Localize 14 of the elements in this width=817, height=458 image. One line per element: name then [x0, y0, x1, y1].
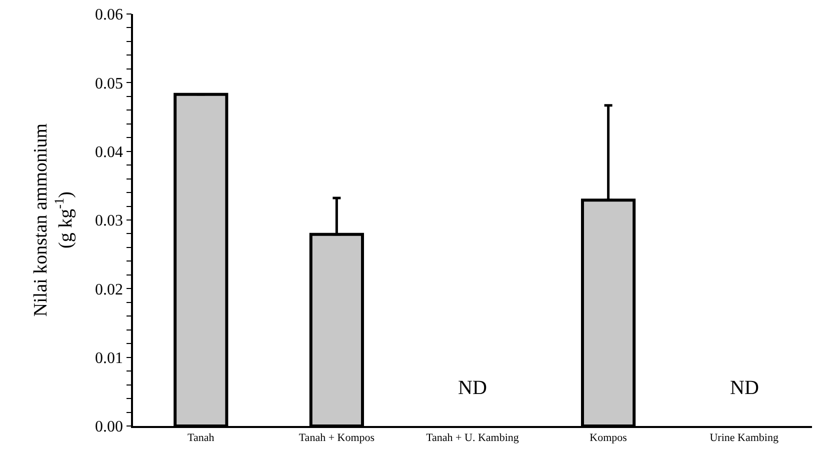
x-tick-label: Kompos	[590, 432, 627, 444]
y-tick-label: 0.03	[95, 212, 124, 230]
y-tick-label: 0.05	[95, 75, 124, 92]
y-tick-label: 0.04	[95, 144, 124, 161]
y-tick-label: 0.06	[95, 6, 124, 24]
y-tick-label: 0.00	[95, 418, 124, 436]
x-tick-label: Tanah + U. Kambing	[426, 432, 520, 444]
annotation: ND	[730, 377, 759, 399]
x-tick-label: Tanah + Kompos	[298, 432, 375, 444]
annotation: ND	[458, 377, 487, 399]
x-tick-label: Tanah	[188, 432, 215, 444]
x-tick-label: Urine Kambing	[710, 432, 779, 444]
y-tick-label: 0.01	[95, 350, 124, 367]
y-tick-label: 0.02	[95, 281, 124, 298]
